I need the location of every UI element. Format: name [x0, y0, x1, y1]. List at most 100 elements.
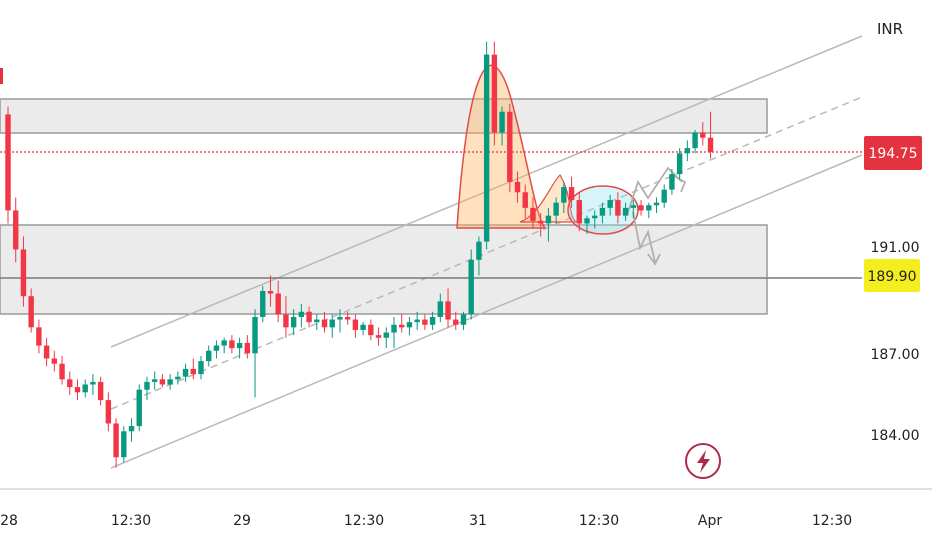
candle-body [36, 327, 42, 346]
candle-bearish [275, 280, 281, 323]
candle-body [630, 205, 637, 208]
candle-body [406, 322, 413, 328]
candle-bearish [97, 376, 104, 406]
candle-body [368, 324, 374, 336]
candle-bearish [43, 337, 50, 367]
candle-body [275, 293, 281, 315]
candle-bullish [553, 197, 559, 224]
x-tick-label: 12:30 [111, 513, 151, 529]
currency-label: INR [877, 20, 903, 38]
candle-body [507, 111, 513, 182]
candle-body [537, 220, 544, 224]
marked-level-badge-bg [864, 259, 920, 292]
candle-bullish [260, 285, 266, 323]
candle-body [622, 207, 629, 216]
candle-bullish [182, 363, 189, 382]
candle-bullish [90, 374, 96, 395]
candle-body [483, 54, 490, 242]
candle-body [700, 132, 706, 138]
candle-bullish [653, 197, 660, 214]
candle-bearish [59, 355, 65, 385]
candle-body [422, 319, 428, 325]
channel-lower-line [110, 154, 863, 469]
candle-body [661, 189, 667, 203]
candle-body [522, 192, 528, 208]
lightning-icon[interactable] [685, 443, 721, 479]
candle-bearish [13, 197, 19, 263]
candle-bullish [661, 184, 667, 208]
candle-bearish [36, 319, 42, 354]
candle-body [28, 296, 34, 328]
candle-body [244, 342, 251, 354]
candle-body [213, 345, 220, 351]
candle-bearish [507, 103, 513, 193]
candle-body [329, 319, 335, 328]
candle-body [414, 319, 420, 323]
candle-bullish [175, 371, 181, 385]
candle-bearish [615, 192, 621, 224]
x-tick-label: 12:30 [344, 513, 384, 529]
candle-bullish [198, 355, 204, 380]
candle-body [121, 431, 127, 458]
candle-bearish [638, 200, 644, 216]
lightning-icon-bolt[interactable] [697, 450, 710, 473]
candle-bearish [522, 184, 528, 219]
candle-bullish [360, 322, 366, 336]
candle-bullish [630, 200, 637, 219]
candle-body [437, 301, 444, 317]
candle-bullish [437, 293, 444, 323]
candle-body [290, 316, 297, 328]
candle-bullish [676, 148, 683, 180]
projection-arrow-down [632, 211, 656, 263]
candle-bearish [344, 311, 351, 325]
candle-body [646, 205, 652, 211]
projection-arrow-up [626, 166, 683, 216]
candle-bearish [105, 392, 112, 432]
candle-body [344, 316, 351, 320]
candle-bearish [514, 171, 521, 203]
candle-bearish [306, 306, 312, 328]
candle-body [684, 148, 691, 154]
candle-body [375, 335, 382, 338]
candle-body [352, 319, 359, 330]
candle-bullish [151, 371, 158, 390]
candle-bullish [669, 168, 675, 195]
candle-body [283, 314, 289, 328]
y-tick-label: 187.00 [871, 347, 920, 363]
candle-body [638, 205, 644, 211]
candle-bearish [28, 288, 34, 333]
candle-bullish [213, 340, 220, 359]
candle-body [584, 218, 590, 224]
candle-body [491, 54, 498, 133]
candlestick-series [5, 41, 714, 468]
candle-body [105, 400, 112, 424]
candle-body [5, 114, 11, 211]
candle-body [314, 319, 320, 323]
x-tick-label: 12:30 [579, 513, 619, 529]
candle-body [267, 290, 274, 294]
marked-level-badge: 189.90 [864, 259, 920, 292]
candle-body [167, 379, 173, 385]
candle-body [151, 379, 158, 382]
support-zone [0, 224, 768, 315]
candle-bearish [113, 418, 119, 468]
candle-bearish [74, 379, 81, 401]
candle-bearish [20, 236, 27, 307]
x-tick-label: Apr [698, 513, 722, 529]
candle-bullish [584, 215, 590, 234]
candle-bearish [321, 311, 328, 333]
candle-bearish [707, 111, 714, 159]
candle-bearish [453, 311, 459, 330]
candle-body [260, 290, 266, 317]
candle-bullish [206, 345, 212, 367]
candle-bearish [375, 327, 382, 346]
candle-bearish [422, 314, 428, 330]
candle-bullish [252, 309, 258, 398]
candle-body [337, 316, 343, 320]
candle-bearish [530, 197, 536, 229]
x-tick-label: 28 [0, 513, 18, 529]
candle-bullish [121, 426, 127, 463]
candle-body [67, 379, 73, 388]
candle-body [13, 210, 19, 250]
